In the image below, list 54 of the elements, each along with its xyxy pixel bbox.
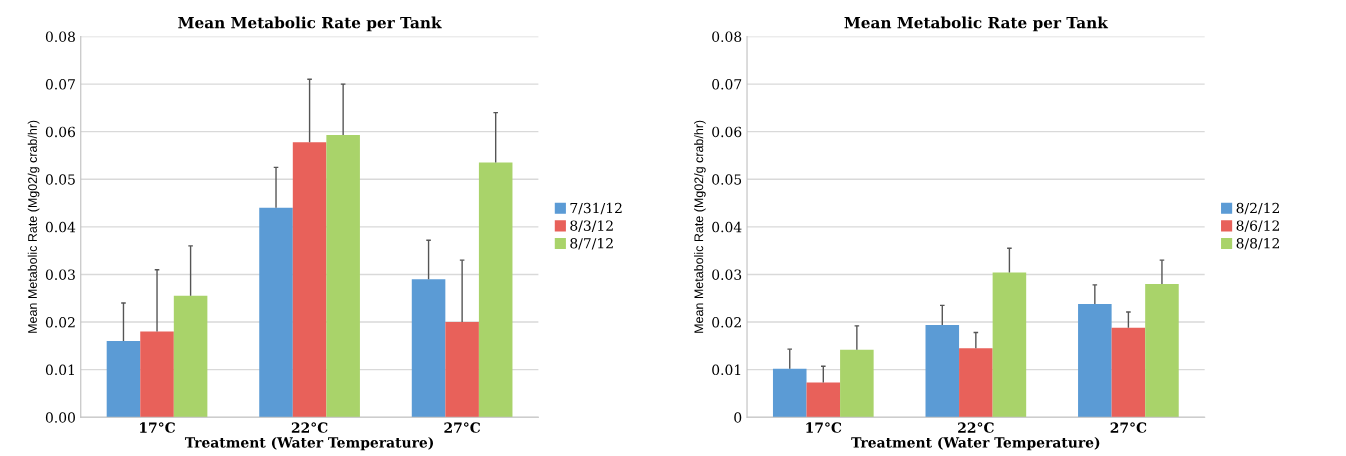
bar [840,349,874,418]
bar [106,341,141,418]
chart-title: Mean Metabolic Rate per Tank [178,16,442,32]
y-tick-label: 0.01 [45,364,74,376]
y-tick-label: 0.07 [712,79,742,90]
y-tick-label: 0.02 [712,317,741,328]
y-tick-label: 0 [734,412,742,423]
bar [326,135,360,418]
y-tick-label: 0.03 [712,269,742,280]
y-tick-label: 0.03 [45,269,75,280]
y-tick-label: 0.05 [45,174,75,185]
y-tick-label: 0.01 [712,364,741,376]
y-tick-label: 0.06 [712,126,742,138]
bar [173,295,208,418]
x-tick-label: 22°C [958,422,994,433]
x-tick-label: 17°C [140,422,175,433]
y-tick-label: 0.04 [45,221,76,233]
x-tick-label: 27°C [444,422,481,433]
x-axis-title: Treatment (Water Temperature) [851,436,1100,451]
x-axis-title: Treatment (Water Temperature) [184,436,434,451]
y-tick-label: 0.02 [45,317,75,328]
chart-title: Mean Metabolic Rate per Tank [844,16,1109,32]
bar [806,382,841,418]
y-tick-label: 0.06 [45,126,76,138]
bar [1145,283,1179,418]
legend-label: 7/31/12 [570,202,622,215]
bar [292,142,327,418]
y-tick-label: 0.07 [45,79,75,90]
bar [1078,303,1112,418]
bar [772,368,807,418]
y-axis-title: Mean Metabolic Rate (Mg02/g crab/hr) [27,120,40,333]
legend-label: 8/8/12 [1236,237,1279,250]
y-tick-label: 0.08 [712,31,742,42]
legend-label: 8/2/12 [1236,202,1279,215]
y-tick-label: 0.00 [45,412,75,423]
y-tick-label: 0.04 [712,221,742,233]
x-tick-label: 22°C [291,422,328,433]
legend-label: 8/7/12 [570,237,613,250]
bar [140,331,174,418]
bar [478,162,513,418]
bar [992,272,1027,418]
y-axis-title: Mean Metabolic Rate (Mg02/g crab/hr) [694,120,706,333]
x-tick-label: 27°C [1110,422,1147,433]
y-tick-label: 0.08 [45,31,75,42]
bar [259,207,293,418]
x-tick-label: 17°C [806,422,842,433]
bar [925,324,960,418]
y-tick-label: 0.05 [712,174,742,185]
bar [445,322,479,418]
bar [411,279,446,418]
legend-label: 8/6/12 [1236,220,1279,232]
legend-label: 8/3/12 [570,220,613,232]
bar [1111,327,1146,418]
bar [959,348,993,418]
